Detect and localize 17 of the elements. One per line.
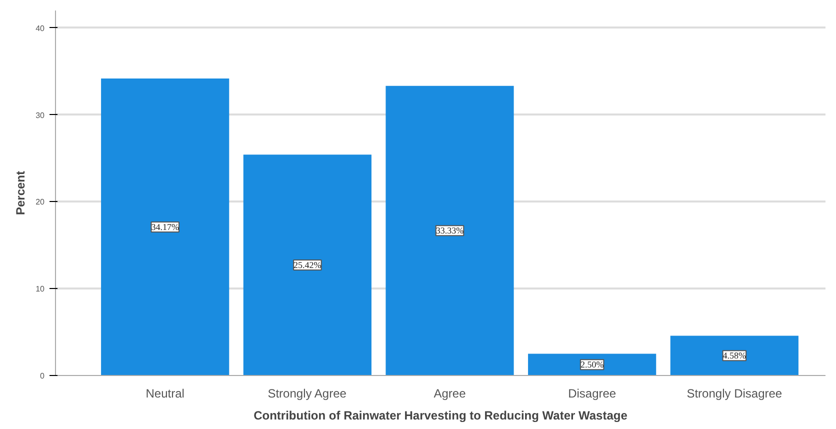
bar	[670, 336, 798, 376]
y-tick-label: 20	[36, 198, 46, 207]
bar	[528, 354, 656, 376]
bar	[101, 78, 230, 376]
x-axis-title: Contribution of Rainwater Harvesting to Reducing Water Wastage	[254, 408, 628, 422]
x-tick-label: Neutral	[146, 386, 184, 400]
y-tick-label: 30	[36, 110, 46, 120]
y-tick-label: 10	[36, 284, 46, 294]
y-tick-label: 40	[36, 24, 46, 33]
y-axis-title: Percent	[14, 170, 28, 216]
bar	[386, 86, 514, 376]
x-tick-label: Disagree	[568, 386, 616, 400]
x-tick-label: Strongly Agree	[268, 386, 347, 400]
bar	[243, 154, 372, 376]
x-tick-label: Strongly Disagree	[686, 386, 782, 400]
x-tick-label: Agree	[434, 386, 466, 400]
y-tick-label: 0	[40, 372, 46, 380]
